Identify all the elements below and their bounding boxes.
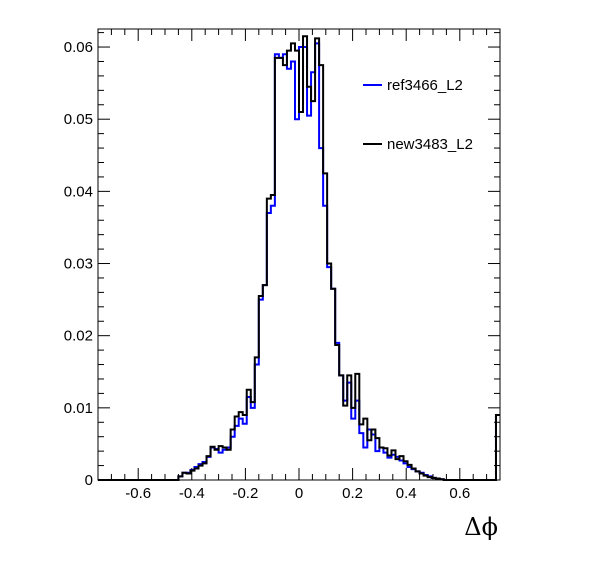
- x-axis-title: Δϕ: [464, 513, 498, 541]
- y-tick-label: 0: [85, 472, 93, 489]
- legend-label: new3483_L2: [387, 136, 473, 153]
- x-tick-label: 0.2: [342, 485, 363, 502]
- y-tick-label: 0.04: [64, 183, 93, 200]
- y-tick-label: 0.03: [64, 256, 93, 273]
- x-tick-label: 0.4: [396, 485, 417, 502]
- plot-area: [98, 35, 500, 481]
- x-tick-label: -0.2: [232, 485, 258, 502]
- legend: ref3466_L2 new3483_L2: [363, 77, 473, 153]
- legend-label: ref3466_L2: [387, 77, 463, 94]
- x-tick-label: 0.6: [449, 485, 470, 502]
- y-tick-label: 0.01: [64, 400, 93, 417]
- y-tick-label: 0.02: [64, 328, 93, 345]
- y-tick-label: 0.06: [64, 39, 93, 56]
- y-tick-label: 0.05: [64, 111, 93, 128]
- x-tick-label: -0.4: [179, 485, 205, 502]
- series-line-new: [98, 35, 500, 481]
- x-tick-label: 0: [295, 485, 303, 502]
- y-axis: 0 0.01 0.02 0.03 0.04 0.05 0.06: [64, 32, 500, 489]
- x-tick-label: -0.6: [125, 485, 151, 502]
- x-axis: -0.6 -0.4 -0.2 0 0.2 0.4 0.6: [110, 29, 488, 502]
